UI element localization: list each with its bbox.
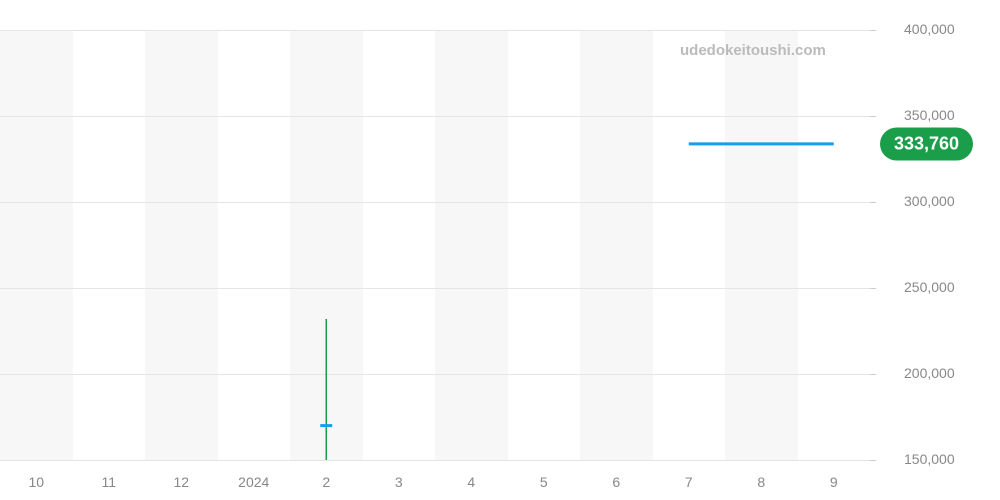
x-tick-label: 5 xyxy=(540,474,548,490)
y-tick-mark xyxy=(870,116,876,117)
price-badge-value: 333,760 xyxy=(894,133,959,153)
y-tick-label: 150,000 xyxy=(904,451,955,467)
y-tick-mark xyxy=(870,30,876,31)
x-tick-label: 2024 xyxy=(238,474,269,490)
x-tick-label: 9 xyxy=(830,474,838,490)
y-tick-label: 300,000 xyxy=(904,193,955,209)
y-tick-label: 350,000 xyxy=(904,107,955,123)
x-tick-label: 10 xyxy=(28,474,44,490)
x-tick-label: 12 xyxy=(173,474,189,490)
price-badge: 333,760 xyxy=(880,127,973,160)
x-tick-label: 3 xyxy=(395,474,403,490)
y-tick-label: 200,000 xyxy=(904,365,955,381)
y-tick-mark xyxy=(870,460,876,461)
x-tick-label: 4 xyxy=(467,474,475,490)
y-tick-mark xyxy=(870,202,876,203)
price-chart: udedokeitoushi.com 333,760 150,000200,00… xyxy=(0,0,1000,500)
x-tick-label: 11 xyxy=(101,474,116,490)
x-tick-label: 7 xyxy=(685,474,693,490)
x-tick-label: 8 xyxy=(757,474,765,490)
y-tick-mark xyxy=(870,374,876,375)
x-tick-label: 6 xyxy=(612,474,620,490)
y-tick-label: 250,000 xyxy=(904,279,955,295)
x-tick-label: 2 xyxy=(322,474,330,490)
y-tick-label: 400,000 xyxy=(904,21,955,37)
chart-svg xyxy=(0,0,1000,500)
y-tick-mark xyxy=(870,288,876,289)
